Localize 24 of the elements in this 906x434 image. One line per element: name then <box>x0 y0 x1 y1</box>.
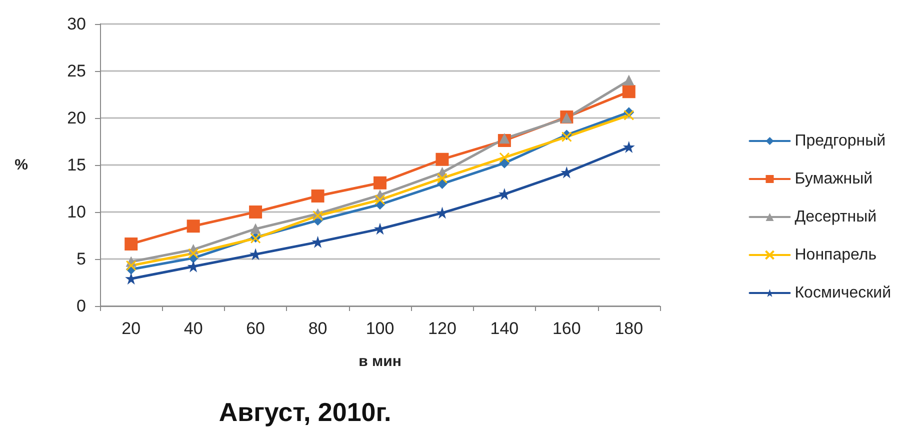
x-tick-label: 40 <box>184 319 203 338</box>
y-tick-label: 30 <box>67 14 86 34</box>
text: Август, 2010г. <box>218 397 392 427</box>
x-tick-label: 60 <box>246 319 266 338</box>
y-tick-label: 0 <box>76 296 86 316</box>
legend-label: Десертный <box>794 208 877 226</box>
x-tick-label: 120 <box>428 319 456 338</box>
legend-label: Предгорный <box>794 132 886 150</box>
y-tick-label: 5 <box>76 250 86 268</box>
x-tick-label: 160 <box>552 319 581 338</box>
y-axis-title: % <box>14 156 28 174</box>
x-axis-title: в мин <box>358 353 402 370</box>
y-tick-label: 10 <box>67 202 86 222</box>
y-tick-label: 15 <box>67 156 86 174</box>
legend-label: Бумажный <box>794 170 873 188</box>
y-tick-label: 20 <box>67 108 86 128</box>
y-tick-label: 25 <box>67 62 86 80</box>
x-tick-label: 100 <box>366 319 394 338</box>
x-tick-label: 80 <box>308 319 328 338</box>
legend-label: Космический <box>794 284 891 302</box>
legend-label: Нонпарель <box>794 246 877 264</box>
x-tick-label: 180 <box>614 319 644 338</box>
x-tick-label: 20 <box>122 319 141 338</box>
x-tick-label: 140 <box>490 319 519 338</box>
